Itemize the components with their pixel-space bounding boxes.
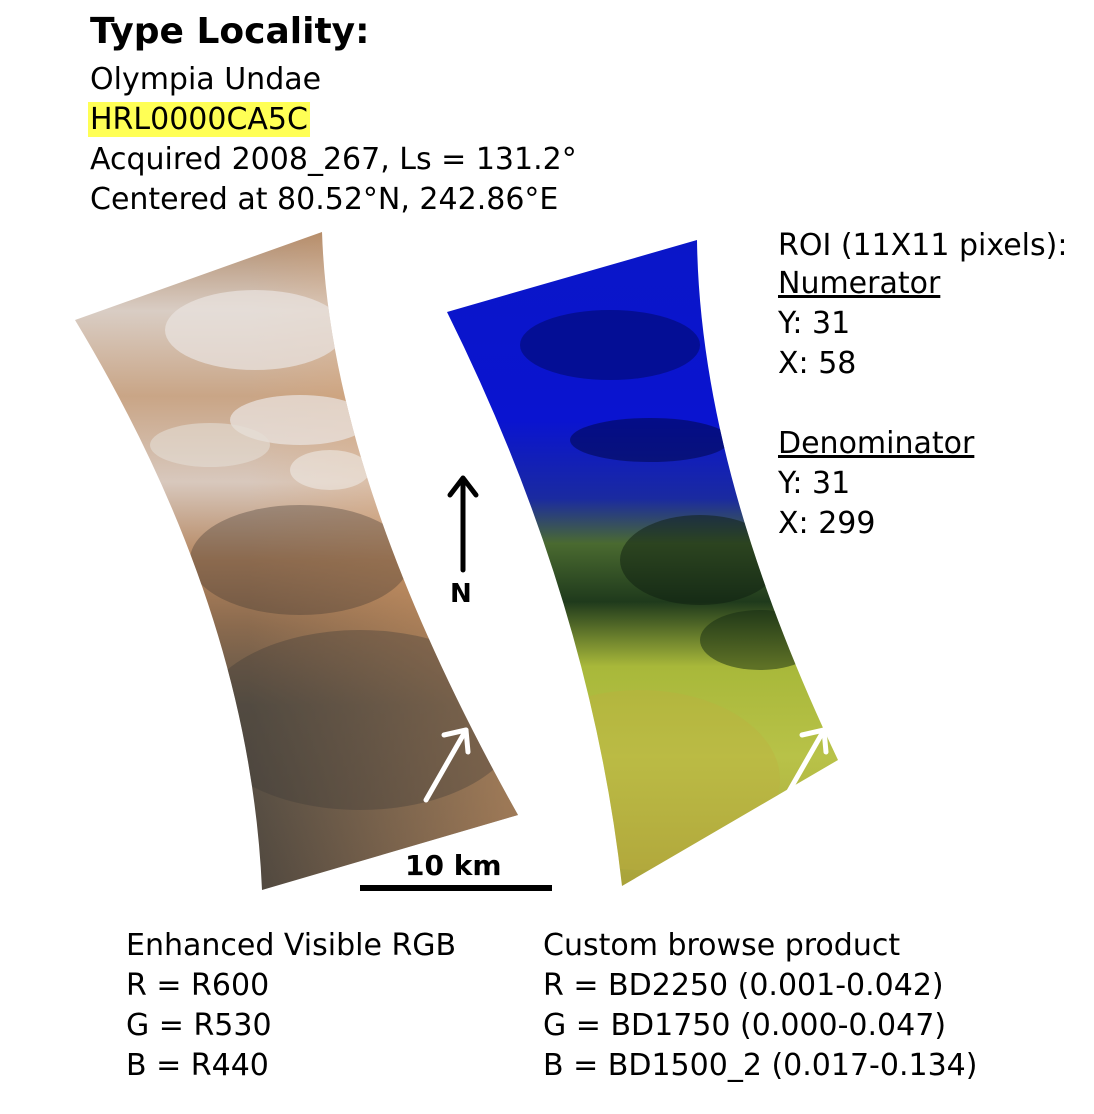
right-panel-g: G = BD1750 (0.000-0.047) xyxy=(543,1008,947,1043)
right-panel-b: B = BD1500_2 (0.017-0.134) xyxy=(543,1048,978,1083)
page-title: Type Locality: xyxy=(90,11,370,52)
numerator-label: Numerator xyxy=(778,266,941,301)
right-panel-r: R = BD2250 (0.001-0.042) xyxy=(543,968,944,1003)
north-arrow-icon xyxy=(447,475,479,573)
left-panel-b: B = R440 xyxy=(126,1048,269,1083)
numerator-y: Y: 31 xyxy=(778,306,851,341)
browse-product-image xyxy=(447,240,838,886)
left-panel-r: R = R600 xyxy=(126,968,270,1003)
scale-bar xyxy=(360,885,552,891)
left-pointer-arrow-icon xyxy=(423,727,471,803)
denominator-x: X: 299 xyxy=(778,506,876,541)
left-panel-g: G = R530 xyxy=(126,1008,272,1043)
scale-label: 10 km xyxy=(405,849,502,882)
location-name: Olympia Undae xyxy=(90,62,322,97)
center-coordinates: Centered at 80.52°N, 242.86°E xyxy=(90,182,559,217)
right-panel-title: Custom browse product xyxy=(543,928,901,963)
observation-id-highlight: HRL0000CA5C xyxy=(88,102,310,137)
left-panel-title: Enhanced Visible RGB xyxy=(126,928,457,963)
north-label: N xyxy=(450,579,472,609)
acquired-info: Acquired 2008_267, Ls = 131.2° xyxy=(90,142,577,177)
numerator-x: X: 58 xyxy=(778,346,857,381)
roi-title: ROI (11X11 pixels): xyxy=(778,228,1068,263)
right-pointer-arrow-icon xyxy=(781,727,829,803)
observation-id: HRL0000CA5C xyxy=(88,100,310,140)
denominator-y: Y: 31 xyxy=(778,466,851,501)
denominator-label: Denominator xyxy=(778,426,975,461)
